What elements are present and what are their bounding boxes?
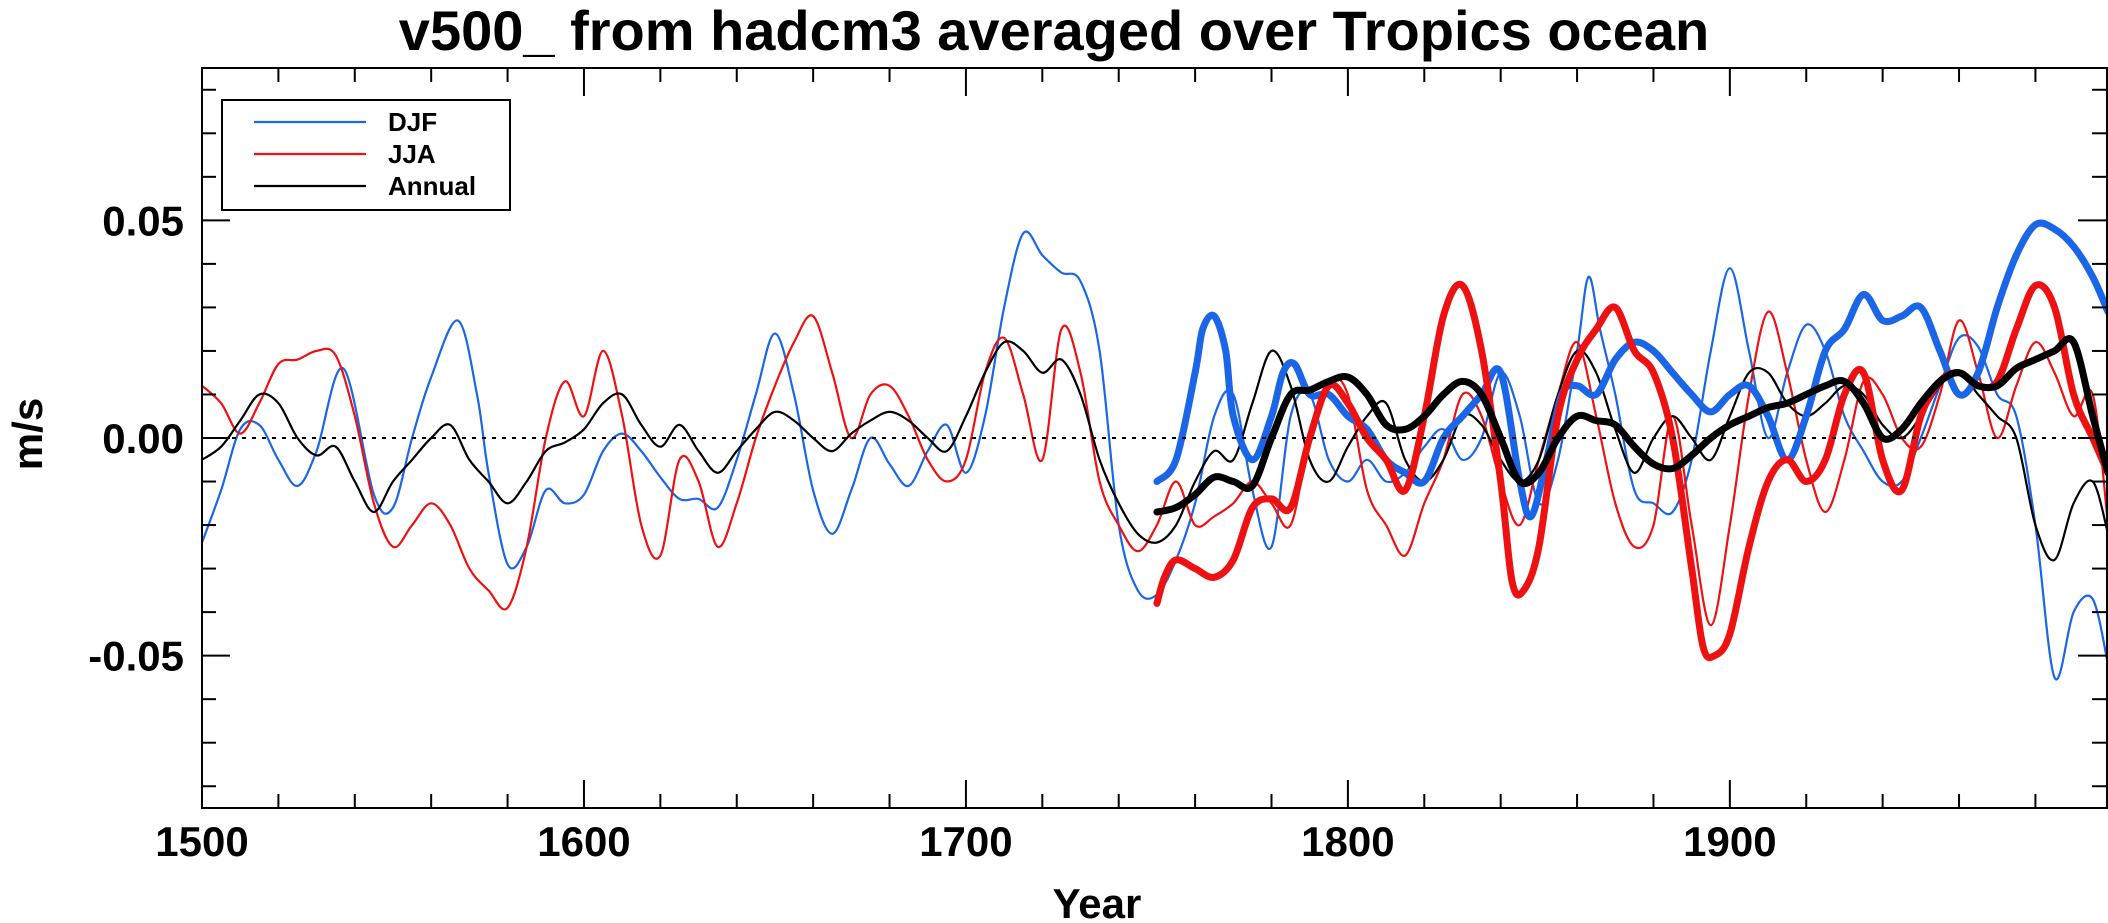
series-djf-smoothed-line xyxy=(1153,219,2108,521)
series-layer xyxy=(202,219,2108,681)
legend-label-jja: JJA xyxy=(388,139,436,169)
series-jja-line xyxy=(202,310,2108,627)
x-tick-label: 1600 xyxy=(537,818,630,865)
x-axis-label: Year xyxy=(1053,880,1142,923)
x-tick-label: 1500 xyxy=(155,818,248,865)
series-annual-line xyxy=(202,340,2108,562)
chart-title: v500_ from hadcm3 averaged over Tropics … xyxy=(399,0,1709,62)
series-annual-smoothed-line xyxy=(1153,335,2108,516)
x-tick-label: 1700 xyxy=(919,818,1012,865)
axis-ticks xyxy=(201,68,2106,808)
legend-label-djf: DJF xyxy=(388,107,437,137)
legend-label-annual: Annual xyxy=(388,171,476,201)
x-tick-label: 1900 xyxy=(1683,818,1776,865)
axis-tick-labels: 1500 1600 1700 1800 1900 -0.05 0.00 0.05 xyxy=(88,197,1776,865)
y-tick-label: -0.05 xyxy=(88,633,184,680)
series-djf-line xyxy=(202,230,2108,681)
x-tick-label: 1800 xyxy=(1301,818,1394,865)
y-tick-label: 0.00 xyxy=(102,415,184,462)
y-tick-label: 0.05 xyxy=(102,197,184,244)
y-axis-label: m/s xyxy=(4,398,51,470)
